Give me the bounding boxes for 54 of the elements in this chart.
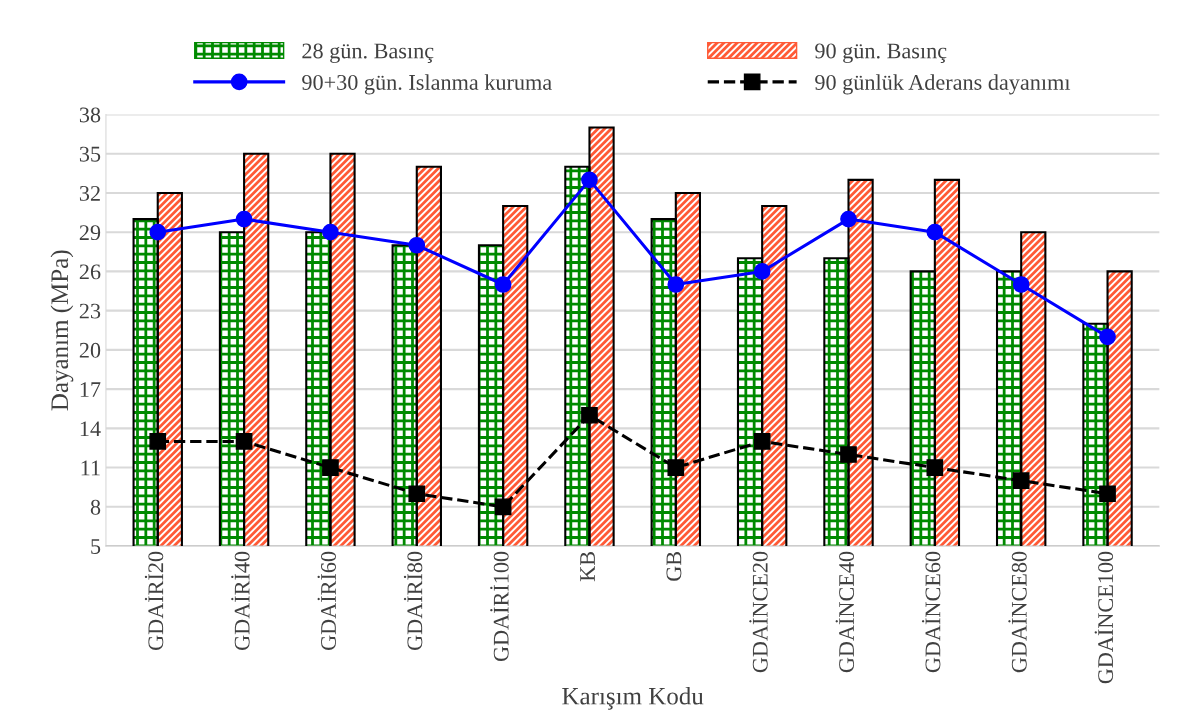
point [926, 459, 944, 476]
point [840, 446, 857, 463]
x-axis-title: Karışım Kodu [562, 687, 704, 710]
x-tick-label: GDAİRİ40 [231, 551, 250, 650]
point [1099, 328, 1116, 346]
y-tick-label: 8 [90, 499, 101, 515]
point [1012, 472, 1030, 489]
x-tick-label: GDAİRİ20 [144, 551, 164, 650]
point [408, 236, 426, 254]
y-tick-label: 23 [79, 303, 101, 319]
legend-label: 90 günlük Aderans dayanımı [815, 74, 1071, 95]
x-tick-label: GDAİRİ100 [490, 551, 509, 662]
y-tick-label: 5 [91, 539, 101, 554]
point [235, 433, 253, 450]
point [581, 171, 598, 189]
point [753, 433, 771, 450]
point [149, 223, 167, 241]
x-tick-label: GDAİNCE100 [1094, 551, 1114, 684]
point [926, 223, 944, 241]
y-tick-label: 11 [81, 460, 100, 476]
y-tick-label: 35 [79, 146, 101, 162]
point [753, 263, 771, 280]
y-tick-label: 17 [80, 382, 101, 397]
legend-label: 90+30 gün. Islanma kuruma [302, 74, 552, 95]
y-tick-label: 20 [79, 342, 101, 358]
x-tick-label: GDAİNCE80 [1008, 551, 1027, 673]
x-tick-label: GDAİNCE40 [835, 551, 855, 673]
point [322, 223, 339, 241]
point [1099, 485, 1116, 503]
legend-label: 28 gün. Basınç [302, 43, 434, 64]
x-tick-label: GDAİRİ80 [403, 551, 423, 650]
y-tick-label: 26 [79, 264, 101, 280]
y-tick-label: 38 [79, 107, 101, 123]
y-axis-title: Dayanım (MPa) [50, 250, 74, 411]
point [235, 210, 253, 228]
point [149, 433, 167, 450]
point [1012, 276, 1030, 293]
x-tick-label: GB [666, 552, 682, 581]
point [581, 406, 598, 424]
point [494, 276, 512, 293]
x-tick-label: GDAİNCE20 [749, 551, 768, 673]
y-tick-label: 29 [79, 225, 101, 241]
x-tick-label: KB [580, 552, 595, 582]
legend-label: 90 gün. Basınç [815, 43, 947, 64]
point [408, 485, 426, 503]
point [667, 459, 685, 476]
point [322, 459, 339, 476]
point [494, 498, 512, 516]
point [840, 210, 857, 228]
y-tick-label: 32 [79, 185, 100, 201]
y-tick-label: 14 [80, 421, 101, 437]
x-tick-label: GDAİNCE60 [921, 551, 941, 673]
x-tick-label: GDAİRİ60 [317, 551, 336, 650]
point [667, 276, 685, 293]
